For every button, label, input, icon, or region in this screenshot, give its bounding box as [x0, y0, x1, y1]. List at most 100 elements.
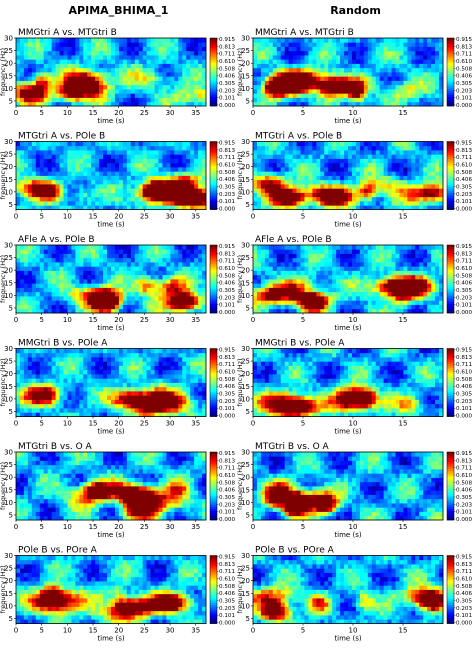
heatmap-cell — [154, 300, 159, 305]
heatmap-cell — [27, 46, 33, 52]
heatmap-cell — [435, 145, 440, 151]
heatmap-cell — [99, 89, 104, 94]
heatmap-cell — [118, 179, 124, 185]
colorbar-tick-label: 0.101 — [456, 96, 472, 102]
heatmap-cell — [256, 150, 262, 155]
heatmap-cell — [253, 97, 258, 103]
heatmap-cell — [150, 188, 155, 193]
heatmap-cell — [296, 162, 301, 168]
heatmap-cell — [154, 196, 159, 202]
heatmap-cell — [71, 291, 76, 297]
heatmap-cell — [59, 266, 64, 271]
heatmap-cell — [383, 72, 388, 77]
heatmap-cell — [43, 42, 49, 47]
heatmap-cell — [51, 171, 56, 176]
heatmap-cell — [324, 175, 329, 181]
heatmap-cell — [126, 80, 132, 86]
heatmap-cell — [59, 154, 64, 159]
heatmap-cell — [79, 154, 84, 159]
colorbar-segment — [210, 173, 217, 176]
colorbar-segment — [210, 51, 217, 54]
heatmap-cell — [280, 179, 286, 185]
heatmap-cell — [99, 76, 104, 81]
heatmap-cell — [23, 59, 29, 64]
heatmap-cell — [55, 46, 60, 52]
heatmap-cell — [336, 262, 341, 267]
heatmap-cell — [332, 63, 337, 69]
colorbar-segment — [210, 58, 217, 61]
heatmap-cell — [391, 46, 396, 52]
heatmap-cell — [43, 59, 49, 64]
heatmap-cell — [292, 42, 297, 47]
heatmap-cell — [395, 175, 400, 181]
heatmap-cell — [264, 46, 270, 52]
heatmap-cell — [194, 50, 199, 56]
heatmap-cell — [71, 304, 76, 310]
heatmap-cell — [182, 76, 187, 81]
heatmap-cell — [146, 84, 151, 90]
heatmap-cell — [198, 76, 203, 81]
heatmap-cell — [47, 253, 53, 259]
heatmap-cell — [320, 304, 325, 310]
heatmap-cell — [395, 300, 400, 305]
colorbar-segment — [210, 286, 217, 289]
heatmap-cell — [146, 97, 151, 103]
heatmap-cell — [268, 59, 274, 64]
heatmap-cell — [71, 50, 76, 56]
heatmap-cell — [375, 300, 381, 305]
heatmap-cell — [399, 296, 404, 301]
heatmap-cell — [256, 257, 262, 263]
colorbar-segment — [210, 250, 217, 253]
heatmap-cell — [411, 141, 416, 147]
heatmap-cell — [182, 50, 187, 56]
heatmap-cell — [178, 184, 183, 189]
heatmap-cell — [126, 72, 132, 77]
heatmap-cell — [320, 42, 325, 47]
heatmap-cell — [31, 158, 37, 164]
heatmap-cell — [296, 171, 301, 176]
heatmap-cell — [280, 50, 286, 56]
heatmap-cell — [411, 93, 416, 98]
heatmap-cell — [383, 55, 388, 60]
heatmap-cell — [51, 50, 56, 56]
heatmap-cell — [387, 262, 392, 267]
heatmap-cell — [431, 304, 436, 310]
heatmap-cell — [118, 270, 124, 276]
heatmap-cell — [312, 274, 317, 280]
heatmap-cell — [118, 101, 124, 107]
heatmap-cell — [292, 296, 297, 301]
heatmap-cell — [363, 304, 369, 310]
heatmap-cell — [403, 167, 408, 172]
heatmap-cell — [118, 55, 124, 60]
heatmap-cell — [194, 304, 199, 310]
heatmap-cell — [150, 205, 155, 210]
heatmap-cell — [268, 76, 274, 81]
heatmap-cell — [162, 283, 167, 288]
heatmap-cell — [134, 93, 140, 98]
heatmap-cell — [395, 150, 400, 155]
heatmap-cell — [407, 158, 412, 164]
heatmap-cell — [59, 308, 64, 314]
heatmap-cell — [431, 150, 436, 155]
heatmap-cell — [253, 175, 258, 181]
heatmap-cell — [158, 72, 163, 77]
heatmap-cell — [154, 287, 159, 293]
heatmap-cell — [59, 196, 64, 202]
heatmap-cell — [403, 154, 408, 159]
heatmap-cell — [427, 63, 432, 69]
heatmap-cell — [320, 76, 325, 81]
heatmap-cell — [194, 253, 199, 259]
heatmap-cell — [431, 63, 436, 69]
heatmap-cell — [375, 55, 381, 60]
heatmap-cell — [399, 162, 404, 168]
heatmap-cell — [178, 283, 183, 288]
heatmap-cell — [439, 84, 444, 90]
heatmap-cell — [367, 76, 373, 81]
heatmap-cell — [134, 150, 140, 155]
heatmap-cell — [107, 141, 112, 147]
heatmap-cell — [182, 55, 187, 60]
heatmap-cell — [43, 63, 49, 69]
heatmap-cell — [260, 38, 266, 43]
heatmap-cell — [324, 296, 329, 301]
heatmap-cell — [154, 192, 159, 198]
